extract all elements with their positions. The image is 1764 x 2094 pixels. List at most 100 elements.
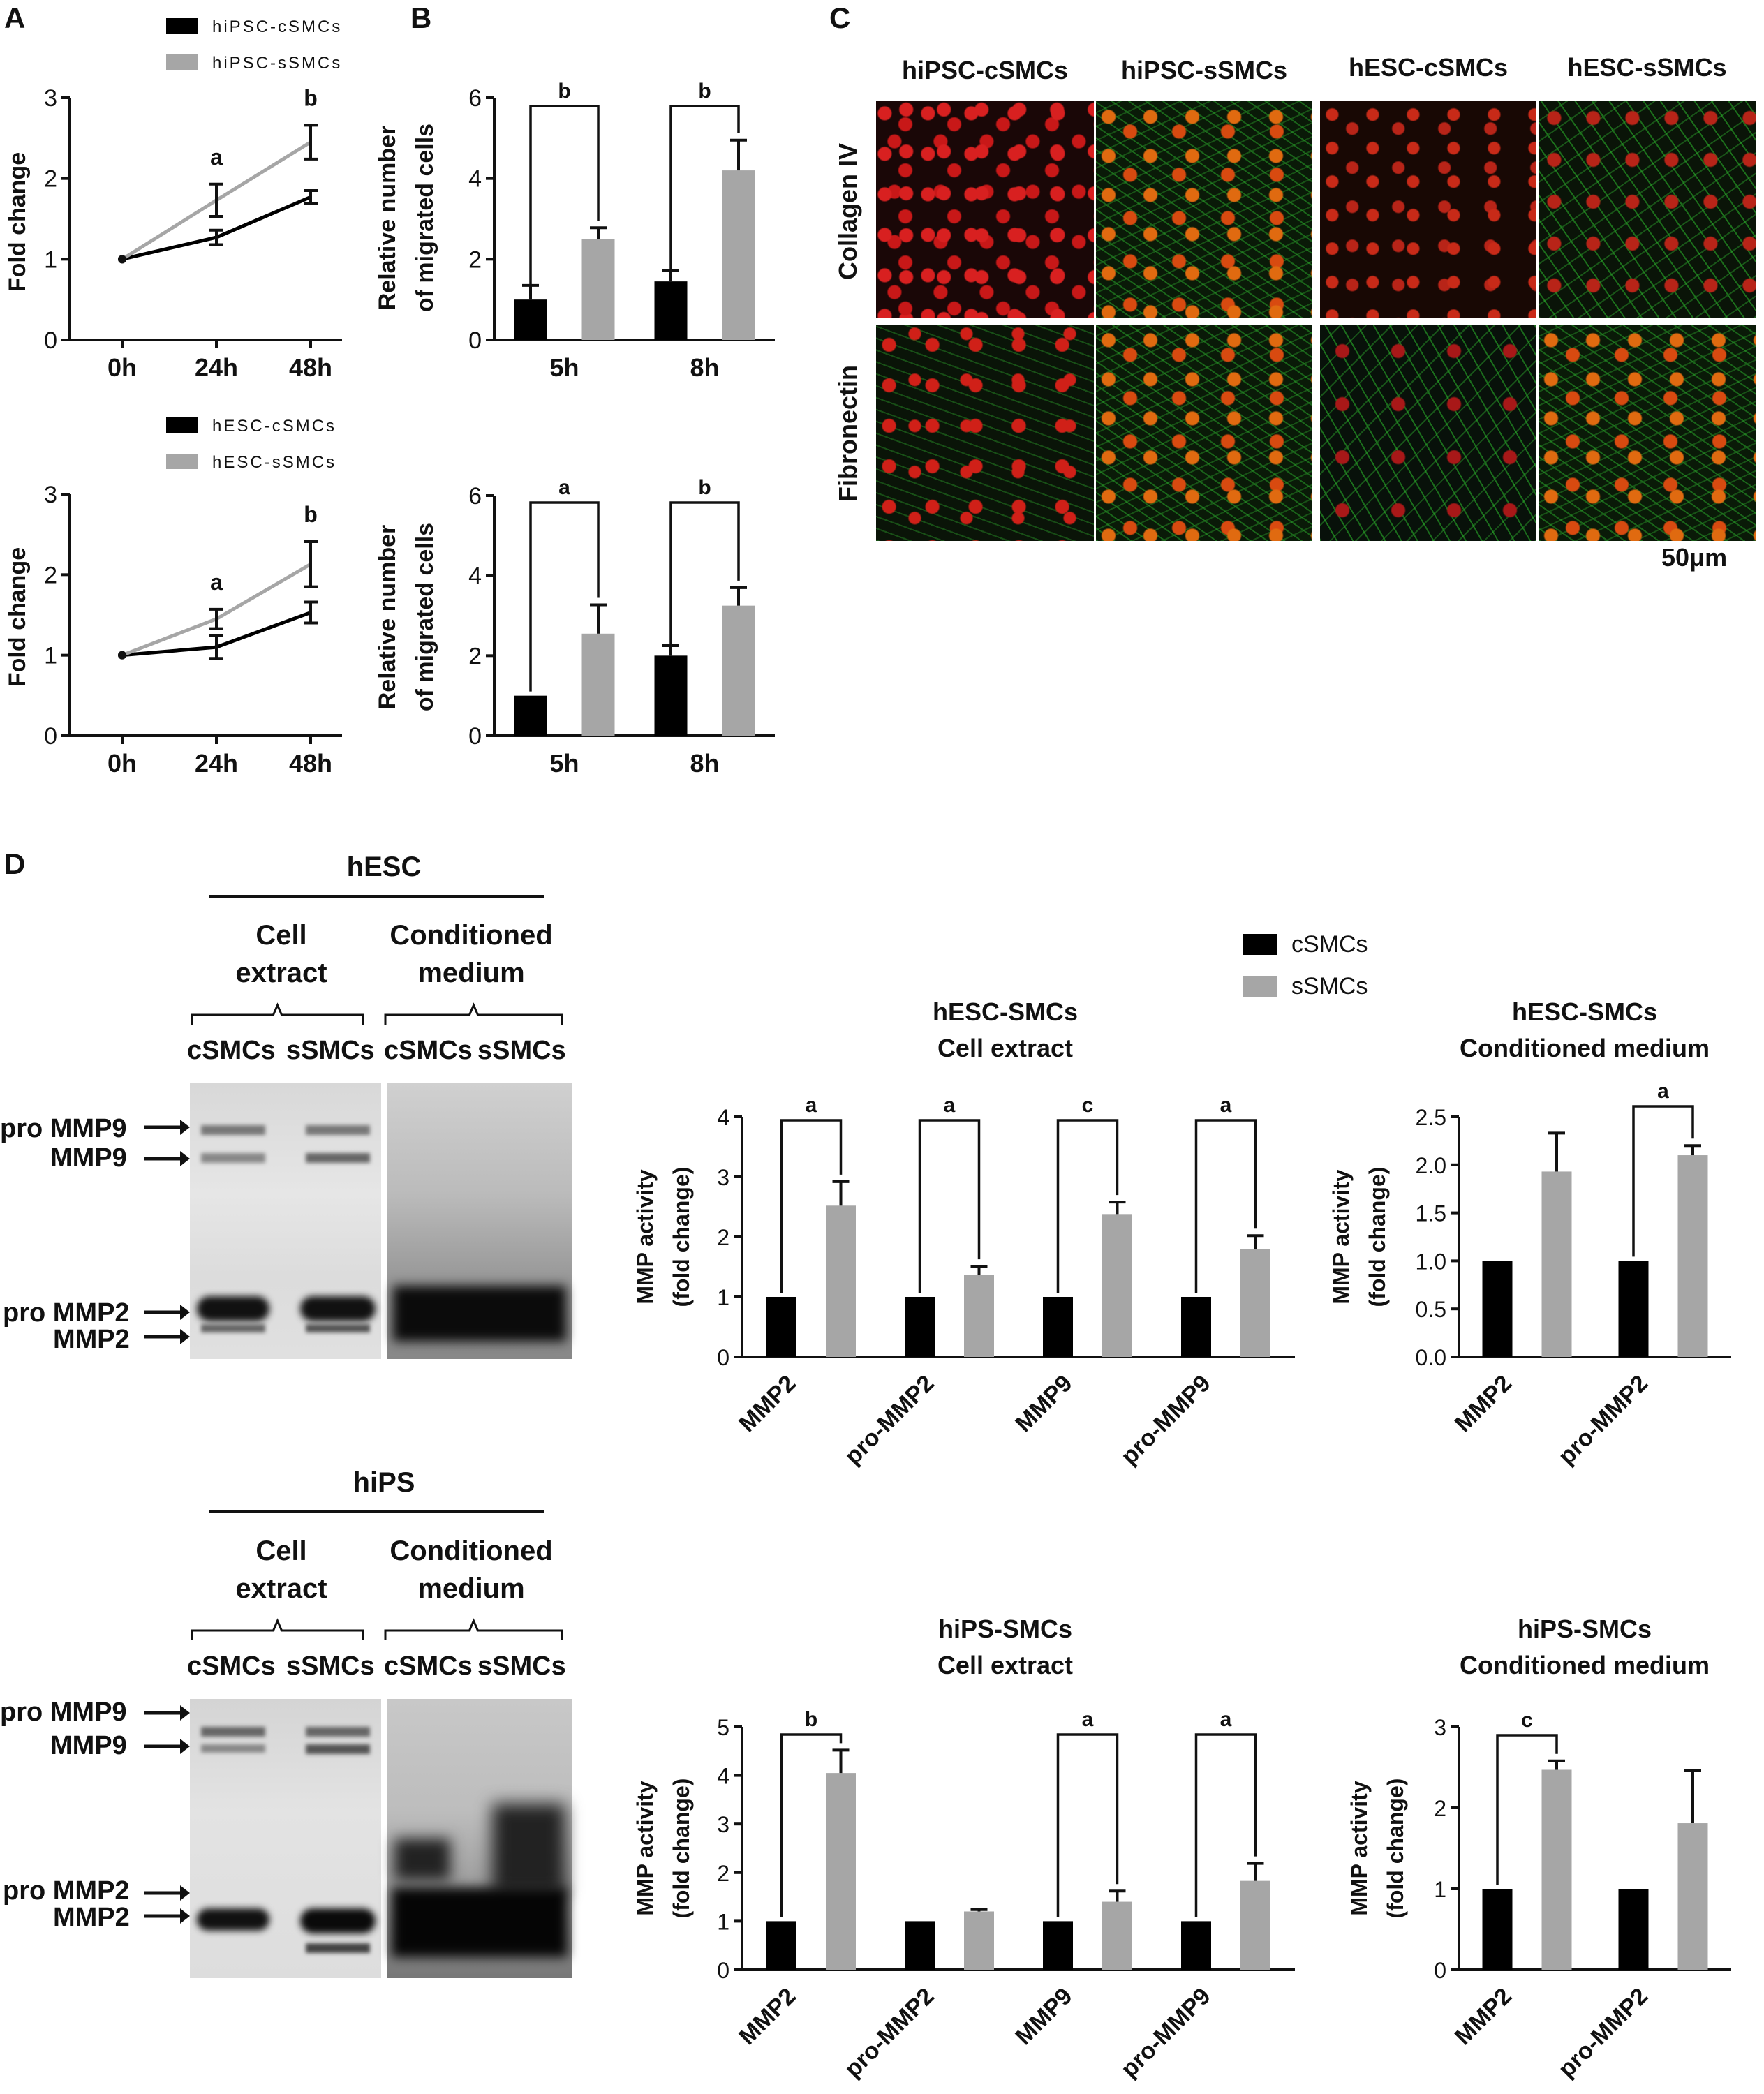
D_hESC_cell-ytick-label: 3 bbox=[717, 1165, 729, 1190]
panel-label-a: A bbox=[4, 1, 26, 34]
B_bottom-bar bbox=[581, 633, 615, 736]
D_hESC_cell-xtick-label: pro-MMP9 bbox=[1116, 1370, 1216, 1470]
D_hiPS_cell-significance-label: b bbox=[805, 1708, 817, 1731]
gel-hesc-title: hESC bbox=[346, 852, 422, 882]
D_hESC_cell-xtick-label: pro-MMP2 bbox=[840, 1370, 940, 1470]
D_hiPS_cond-significance-label: c bbox=[1521, 1709, 1533, 1732]
D_hESC_cond-ytick-label: 0.5 bbox=[1416, 1297, 1446, 1322]
D_hESC_cond-xtick-label: MMP2 bbox=[1450, 1370, 1517, 1437]
panel-label-d: D bbox=[4, 847, 26, 880]
D_hiPS_cond-bar bbox=[1677, 1823, 1708, 1970]
gel-hips-title: hiPS bbox=[353, 1467, 415, 1498]
D_hESC_cell-ylabel-2: (fold change) bbox=[669, 1167, 694, 1307]
gel-hips-band-1: pro MMP9 bbox=[0, 1698, 127, 1727]
band-arrow-head bbox=[180, 1705, 190, 1721]
gel-hesc-lane-3: cSMCs bbox=[384, 1036, 473, 1065]
micrograph-panel bbox=[876, 101, 1756, 541]
B_bottom-ytick-label: 0 bbox=[468, 723, 482, 750]
D_hiPS_cell-title-2: Cell extract bbox=[937, 1651, 1073, 1679]
A_bottom-legend-swatch bbox=[166, 454, 198, 469]
gel-hesc-band-1: pro MMP9 bbox=[0, 1114, 127, 1143]
D_hESC_cond-significance-label: a bbox=[1657, 1080, 1669, 1103]
gel-hips-group-cell-2: extract bbox=[235, 1573, 327, 1604]
A_bottom-legend-swatch bbox=[166, 417, 198, 433]
A_bottom-legend-label: hESC-cSMCs bbox=[212, 417, 336, 436]
B_bottom-significance-bracket bbox=[669, 501, 740, 652]
D_hESC_cell-bar bbox=[964, 1275, 994, 1357]
band-arrow-head bbox=[180, 1885, 190, 1901]
D_hiPS_cell-significance-bracket bbox=[780, 1733, 843, 1917]
D_hiPS_cell-significance-label: a bbox=[1082, 1708, 1094, 1731]
D_hESC_cell-significance-bracket bbox=[918, 1119, 981, 1293]
B_bottom-xtick-label: 8h bbox=[690, 749, 719, 778]
A_bottom-ytick-label: 0 bbox=[44, 723, 57, 750]
B_top-significance-label: b bbox=[558, 80, 570, 103]
gel-group-brace bbox=[384, 1002, 563, 1025]
D_hESC_cell-significance-bracket bbox=[1056, 1119, 1119, 1293]
D_hESC_cond-significance-bracket bbox=[1632, 1105, 1694, 1257]
gel-hips-cell-extract bbox=[190, 1699, 381, 1978]
B_top-significance-bracket bbox=[669, 105, 740, 278]
band-arrow-head bbox=[180, 1908, 190, 1924]
band-arrow-head bbox=[180, 1329, 190, 1344]
gel-group-brace bbox=[384, 1618, 563, 1640]
panel-b-bottom-ylabel-1: Relative number bbox=[374, 525, 401, 710]
A_top-legend-swatch bbox=[166, 54, 198, 70]
micrograph-col-1: hiPSC-cSMCs bbox=[901, 56, 1069, 84]
micrograph-hesc-c-col bbox=[1320, 101, 1536, 318]
D_hESC_cell-ytick-label: 4 bbox=[717, 1105, 729, 1130]
B_top-bar bbox=[581, 239, 615, 340]
D_hESC_cell-significance-label: a bbox=[944, 1094, 956, 1117]
D_hiPS_cell-significance-label: a bbox=[1220, 1708, 1232, 1731]
gel-hesc-group-cm-2: medium bbox=[417, 958, 525, 988]
B_top-bar bbox=[654, 281, 688, 340]
A_bottom-xtick-label: 24h bbox=[195, 749, 238, 778]
panel-a-bottom-ylabel: Fold change bbox=[4, 547, 31, 687]
gel-hesc-lane-4: sSMCs bbox=[477, 1036, 566, 1065]
panel-label-b: B bbox=[410, 1, 432, 34]
gel-hesc-conditioned-medium bbox=[387, 1083, 572, 1359]
D_hiPS_cell-bar bbox=[766, 1921, 796, 1970]
D_hiPS_cond-bar bbox=[1482, 1889, 1513, 1970]
micrograph-hesc-s-col bbox=[1539, 101, 1756, 318]
B_top-ytick-label: 6 bbox=[468, 85, 482, 112]
B_bottom-ytick-label: 6 bbox=[468, 483, 482, 510]
D_hESC_cell-bar bbox=[1240, 1249, 1270, 1357]
D_hiPS_cond-ytick-label: 1 bbox=[1434, 1877, 1446, 1902]
micrograph-hipsc-c-fn bbox=[876, 325, 1094, 541]
B_bottom-significance-label: a bbox=[558, 476, 570, 499]
D_hiPS_cell-bar bbox=[1181, 1921, 1211, 1970]
A_top-ytick-label: 2 bbox=[44, 166, 57, 193]
D_hESC_cell-bar bbox=[1181, 1297, 1211, 1357]
D_hESC_cond-ytick-label: 2.5 bbox=[1416, 1105, 1446, 1130]
band-arrow-head bbox=[180, 1739, 190, 1754]
gel-hips-conditioned-medium bbox=[387, 1699, 572, 1978]
D_hESC_cond-bar bbox=[1618, 1261, 1649, 1357]
B_bottom-bar bbox=[722, 605, 755, 736]
micrograph-hesc-c-fn bbox=[1320, 325, 1536, 541]
panel-a-top-ylabel: Fold change bbox=[4, 152, 31, 292]
A_top-xtick-label: 0h bbox=[108, 353, 137, 382]
micrograph-row-1: Collagen IV bbox=[833, 142, 862, 281]
micrograph-hipsc-s-fn bbox=[1096, 325, 1312, 541]
B_top-significance-label: b bbox=[698, 80, 711, 103]
A_top-legend-label: hiPSC-sSMCs bbox=[212, 54, 342, 73]
D_hESC_cell-bar bbox=[766, 1297, 796, 1357]
D_hiPS_cell-xtick-label: pro-MMP9 bbox=[1116, 1983, 1216, 2083]
A_top-significance-label: a bbox=[210, 144, 223, 170]
D_hiPS_cell-title-1: hiPS-SMCs bbox=[938, 1614, 1072, 1643]
B_top-bar bbox=[514, 299, 547, 340]
panel-d-legend-swatch bbox=[1243, 934, 1277, 955]
gel-hips-lane-4: sSMCs bbox=[477, 1651, 566, 1681]
D_hESC_cond-ylabel-2: (fold change) bbox=[1365, 1167, 1390, 1307]
gel-hesc-group-cell-1: Cell bbox=[255, 920, 307, 951]
B_bottom-bar bbox=[654, 655, 688, 736]
D_hiPS_cond-title-2: Conditioned medium bbox=[1460, 1651, 1710, 1679]
D_hESC_cell-bar bbox=[826, 1205, 856, 1357]
D_hiPS_cell-ylabel-1: MMP activity bbox=[632, 1781, 658, 1915]
D_hiPS_cell-bar bbox=[905, 1921, 935, 1970]
D_hESC_cond-ytick-label: 1.5 bbox=[1416, 1201, 1446, 1226]
A_top-legend-label: hiPSC-cSMCs bbox=[212, 17, 342, 36]
micrograph-row-2: Fibronectin bbox=[833, 365, 862, 502]
micrograph-hesc-s-fn bbox=[1539, 325, 1756, 541]
